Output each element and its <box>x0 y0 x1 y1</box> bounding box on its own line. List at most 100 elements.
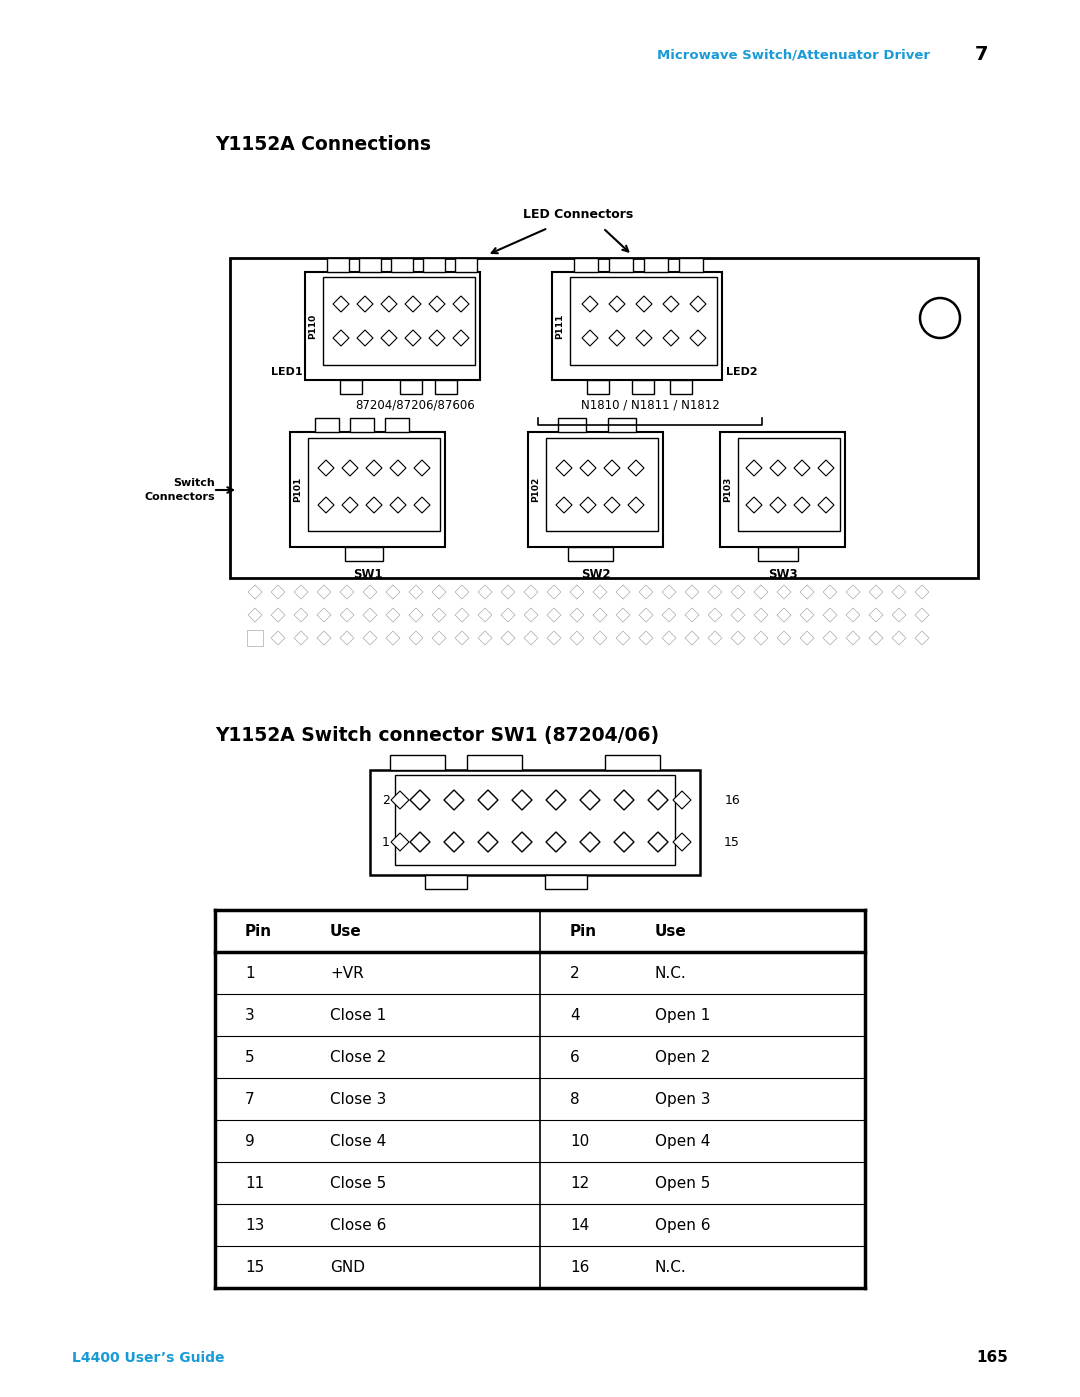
Polygon shape <box>453 330 469 346</box>
Text: Close 6: Close 6 <box>330 1218 387 1234</box>
Text: 5: 5 <box>245 1051 255 1066</box>
Text: Close 5: Close 5 <box>330 1176 387 1192</box>
Polygon shape <box>414 460 430 476</box>
Text: 1: 1 <box>245 967 255 981</box>
Text: Microwave Switch/Attenuator Driver: Microwave Switch/Attenuator Driver <box>657 49 930 61</box>
Bar <box>230 258 978 578</box>
Polygon shape <box>915 608 929 622</box>
Text: Use: Use <box>330 925 362 939</box>
Text: 12: 12 <box>570 1176 590 1192</box>
Polygon shape <box>794 497 810 513</box>
Bar <box>400 380 422 394</box>
Text: P102: P102 <box>531 476 540 502</box>
Bar <box>528 432 663 548</box>
Text: SW3: SW3 <box>768 569 797 581</box>
Polygon shape <box>777 585 791 599</box>
Polygon shape <box>580 833 600 852</box>
Polygon shape <box>615 789 634 810</box>
Polygon shape <box>444 833 464 852</box>
Polygon shape <box>662 585 676 599</box>
Polygon shape <box>409 631 423 645</box>
Polygon shape <box>410 833 430 852</box>
Text: LED1: LED1 <box>271 367 303 377</box>
Polygon shape <box>662 608 676 622</box>
Text: P103: P103 <box>724 476 732 502</box>
Polygon shape <box>754 585 768 599</box>
Polygon shape <box>708 631 723 645</box>
Polygon shape <box>800 585 814 599</box>
Bar <box>350 418 374 432</box>
Bar <box>370 770 700 875</box>
Text: Close 3: Close 3 <box>330 1092 387 1108</box>
Circle shape <box>920 298 960 338</box>
Polygon shape <box>294 631 308 645</box>
Polygon shape <box>892 631 906 645</box>
Text: N.C.: N.C. <box>654 967 687 981</box>
Polygon shape <box>455 585 469 599</box>
Bar <box>467 754 522 770</box>
Text: P110: P110 <box>309 313 318 338</box>
Text: 15: 15 <box>724 835 740 848</box>
Bar <box>644 258 669 272</box>
Polygon shape <box>570 585 584 599</box>
Bar <box>573 258 598 272</box>
Polygon shape <box>455 608 469 622</box>
Polygon shape <box>340 608 354 622</box>
Polygon shape <box>501 585 515 599</box>
Polygon shape <box>546 585 561 599</box>
Polygon shape <box>546 631 561 645</box>
Bar <box>395 775 675 865</box>
Text: Open 5: Open 5 <box>654 1176 711 1192</box>
Polygon shape <box>869 631 883 645</box>
Bar <box>558 418 586 432</box>
Bar <box>738 439 840 531</box>
Polygon shape <box>616 631 630 645</box>
Polygon shape <box>363 585 377 599</box>
Polygon shape <box>690 296 706 312</box>
Bar <box>391 258 413 272</box>
Bar <box>390 754 445 770</box>
Polygon shape <box>636 296 652 312</box>
Polygon shape <box>794 460 810 476</box>
Polygon shape <box>708 585 723 599</box>
Text: P101: P101 <box>294 476 302 502</box>
Text: 14: 14 <box>570 1218 590 1234</box>
Text: Pin: Pin <box>570 925 597 939</box>
Polygon shape <box>546 608 561 622</box>
Text: Y1152A Connections: Y1152A Connections <box>215 136 431 155</box>
Polygon shape <box>746 497 762 513</box>
Text: Close 4: Close 4 <box>330 1134 387 1150</box>
Polygon shape <box>593 608 607 622</box>
Polygon shape <box>478 833 498 852</box>
Bar <box>552 272 723 380</box>
Polygon shape <box>386 631 400 645</box>
Text: Open 6: Open 6 <box>654 1218 711 1234</box>
Polygon shape <box>770 497 786 513</box>
Text: +VR: +VR <box>330 967 364 981</box>
Polygon shape <box>390 497 406 513</box>
Bar <box>305 272 480 380</box>
Text: Open 3: Open 3 <box>654 1092 711 1108</box>
Polygon shape <box>615 833 634 852</box>
Text: 7: 7 <box>975 46 988 64</box>
Polygon shape <box>342 460 357 476</box>
Polygon shape <box>604 497 620 513</box>
Text: Use: Use <box>654 925 687 939</box>
Polygon shape <box>390 460 406 476</box>
Polygon shape <box>609 330 625 346</box>
Text: Y1152A Switch connector SW1 (87204/06): Y1152A Switch connector SW1 (87204/06) <box>215 725 659 745</box>
Polygon shape <box>453 296 469 312</box>
Text: 2: 2 <box>570 967 580 981</box>
Polygon shape <box>512 833 532 852</box>
Text: SW1: SW1 <box>353 569 382 581</box>
Bar <box>588 380 609 394</box>
Bar <box>570 277 717 365</box>
Polygon shape <box>318 631 330 645</box>
Bar <box>426 875 467 888</box>
Bar <box>247 630 264 645</box>
Polygon shape <box>648 789 669 810</box>
Polygon shape <box>342 497 357 513</box>
Polygon shape <box>405 330 421 346</box>
Polygon shape <box>340 631 354 645</box>
Polygon shape <box>818 497 834 513</box>
